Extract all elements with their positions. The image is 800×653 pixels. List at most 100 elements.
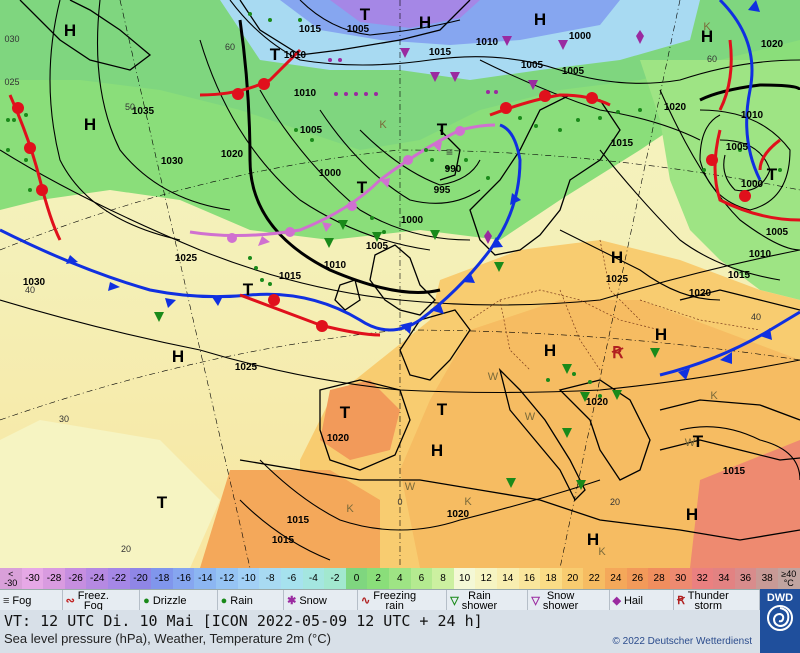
- weather-code-letter: W: [405, 481, 416, 493]
- temperature-scale-cell: 8: [432, 568, 454, 589]
- high-pressure-label: H: [587, 530, 599, 549]
- temperature-scale-cell: 10: [453, 568, 476, 589]
- temperature-scale-cell: 32: [691, 568, 714, 589]
- weather-code-letter: K: [710, 390, 718, 402]
- high-pressure-label: H: [84, 115, 96, 134]
- high-pressure-label: H: [431, 441, 443, 460]
- isobar-label: 1030: [23, 277, 46, 288]
- legend-item: ≡ Fog: [0, 590, 63, 611]
- temperature-contour-label: 0: [397, 497, 402, 507]
- high-pressure-label: H: [534, 10, 546, 29]
- temperature-contour-label: 030: [4, 34, 19, 44]
- valid-time: VT: 12 UTC Di. 10 Mai [ICON 2022-05-09 1…: [4, 612, 483, 630]
- temperature-scale-cell: -4: [302, 568, 325, 589]
- legend-symbol-icon: ●: [143, 594, 150, 607]
- temperature-scale-cell: -24: [86, 568, 109, 589]
- legend-symbol-icon: Ꞧ: [677, 594, 685, 607]
- isobar-label: 1015: [723, 466, 746, 477]
- temperature-contour-label: 20: [121, 544, 131, 554]
- polar-center-area: [330, 0, 480, 28]
- weather-code-letter: K: [379, 119, 387, 131]
- isobar-label: 1015: [279, 271, 302, 282]
- temperature-scale-cell: -20: [129, 568, 152, 589]
- isobar-label: 1020: [327, 433, 350, 444]
- temperature-scale-cell: 16: [518, 568, 541, 589]
- rain-symbols: [6, 12, 782, 398]
- hail-symbols: [484, 30, 644, 244]
- high-pressure-label: H: [419, 13, 431, 32]
- low-pressure-label: T: [437, 120, 448, 139]
- isobar-label: 995: [434, 185, 451, 196]
- low-pressure-label: T: [270, 45, 281, 64]
- temperature-scale-cell: < -30: [0, 568, 22, 589]
- temperature-scale-cell: -30: [21, 568, 44, 589]
- temperature-scale-cell: -2: [324, 568, 346, 589]
- temperature-scale: < -30 -30 -28 -26 -24 -22 -20 -18 -16 -14 -12 -10 -8-…: [0, 568, 800, 589]
- isobar-label: 1010: [294, 88, 317, 99]
- copyright-notice: © 2022 Deutscher Wetterdienst: [612, 636, 752, 647]
- isobar-label: 1015: [429, 47, 452, 58]
- legend-item: ● Rain: [218, 590, 285, 611]
- temperature-scale-cell: 14: [497, 568, 519, 589]
- thunderstorm-symbol: Ꞧ: [611, 345, 624, 362]
- isobar-label: 1020: [586, 397, 609, 408]
- temperature-contour-label: 20: [610, 497, 620, 507]
- legend-label: Hail: [623, 594, 643, 607]
- weather-code-letter: W: [685, 437, 696, 449]
- legend-item: ◆ Hail: [610, 590, 675, 611]
- temperature-scale-cell: -12: [216, 568, 238, 589]
- legend-item: ▽ Snow shower: [528, 590, 610, 611]
- isobar-label: 1000: [741, 179, 764, 190]
- weather-code-letter: W: [488, 371, 499, 383]
- isobar-label: 1000: [569, 31, 592, 42]
- legend-item: ∾ Freez. Fog: [63, 590, 141, 611]
- atlantic-south-area: [0, 420, 220, 568]
- temperature-scale-cell: 24: [605, 568, 627, 589]
- isobar-label: 1015: [299, 24, 322, 35]
- isobar-label: 990: [445, 164, 462, 175]
- pressure-centers: H H T T H T T T H T H H T H H T H H T T H H: [64, 5, 778, 549]
- isobar-label: 1005: [726, 142, 749, 153]
- weather-symbols: Ꞧ ≡: [6, 12, 782, 490]
- swirl-icon: [767, 605, 793, 631]
- temperature-scale-cell: ≥40 °C: [777, 568, 800, 589]
- isobar-label: 1020: [761, 39, 784, 50]
- isobar-label: 1030: [161, 156, 184, 167]
- isobar-label: 1025: [175, 253, 198, 264]
- low-pressure-label: T: [693, 432, 704, 451]
- temperature-scale-cell: 0: [345, 568, 368, 589]
- temperature-contour-label: 40: [25, 285, 35, 295]
- fog-symbol: ≡: [446, 145, 453, 159]
- temperature-scale-cell: 6: [410, 568, 433, 589]
- legend-label: Thunder storm: [687, 589, 729, 612]
- cold-front: [0, 0, 800, 380]
- iberia-hot-area: [320, 380, 400, 460]
- temperature-scale-cell: -16: [172, 568, 195, 589]
- temperature-scale-cell: 22: [583, 568, 606, 589]
- dwd-logo: DWD: [760, 589, 800, 653]
- low-pressure-label: T: [360, 5, 371, 24]
- temperature-scale-cell: -14: [194, 568, 217, 589]
- temperature-scale-cell: -22: [108, 568, 130, 589]
- weather-code-letter: K: [703, 21, 711, 33]
- temperature-scale-cell: -8: [259, 568, 281, 589]
- temperature-scale-cell: -6: [280, 568, 303, 589]
- temperature-scale-cell: 34: [713, 568, 735, 589]
- legend-label: Rain shower: [461, 589, 498, 612]
- temperature-contour-label: 60: [707, 54, 717, 64]
- temperature-labels: 030 025 40 30 20 60 50 0 20 40 60: [4, 34, 761, 554]
- high-pressure-label: H: [64, 21, 76, 40]
- high-pressure-label: H: [686, 505, 698, 524]
- high-pressure-label: H: [611, 248, 623, 267]
- legend-label: Snow: [299, 594, 327, 607]
- temperature-scale-cell: 20: [561, 568, 584, 589]
- low-pressure-label: T: [340, 403, 351, 422]
- graticule: [0, 0, 800, 568]
- temperature-scale-cell: 30: [669, 568, 692, 589]
- isobar-label: 1020: [664, 102, 687, 113]
- temperature-contour-label: 40: [751, 312, 761, 322]
- africa-hot-area: [200, 470, 380, 568]
- isobar-label: 1010: [284, 50, 307, 61]
- low-pressure-label: T: [157, 493, 168, 512]
